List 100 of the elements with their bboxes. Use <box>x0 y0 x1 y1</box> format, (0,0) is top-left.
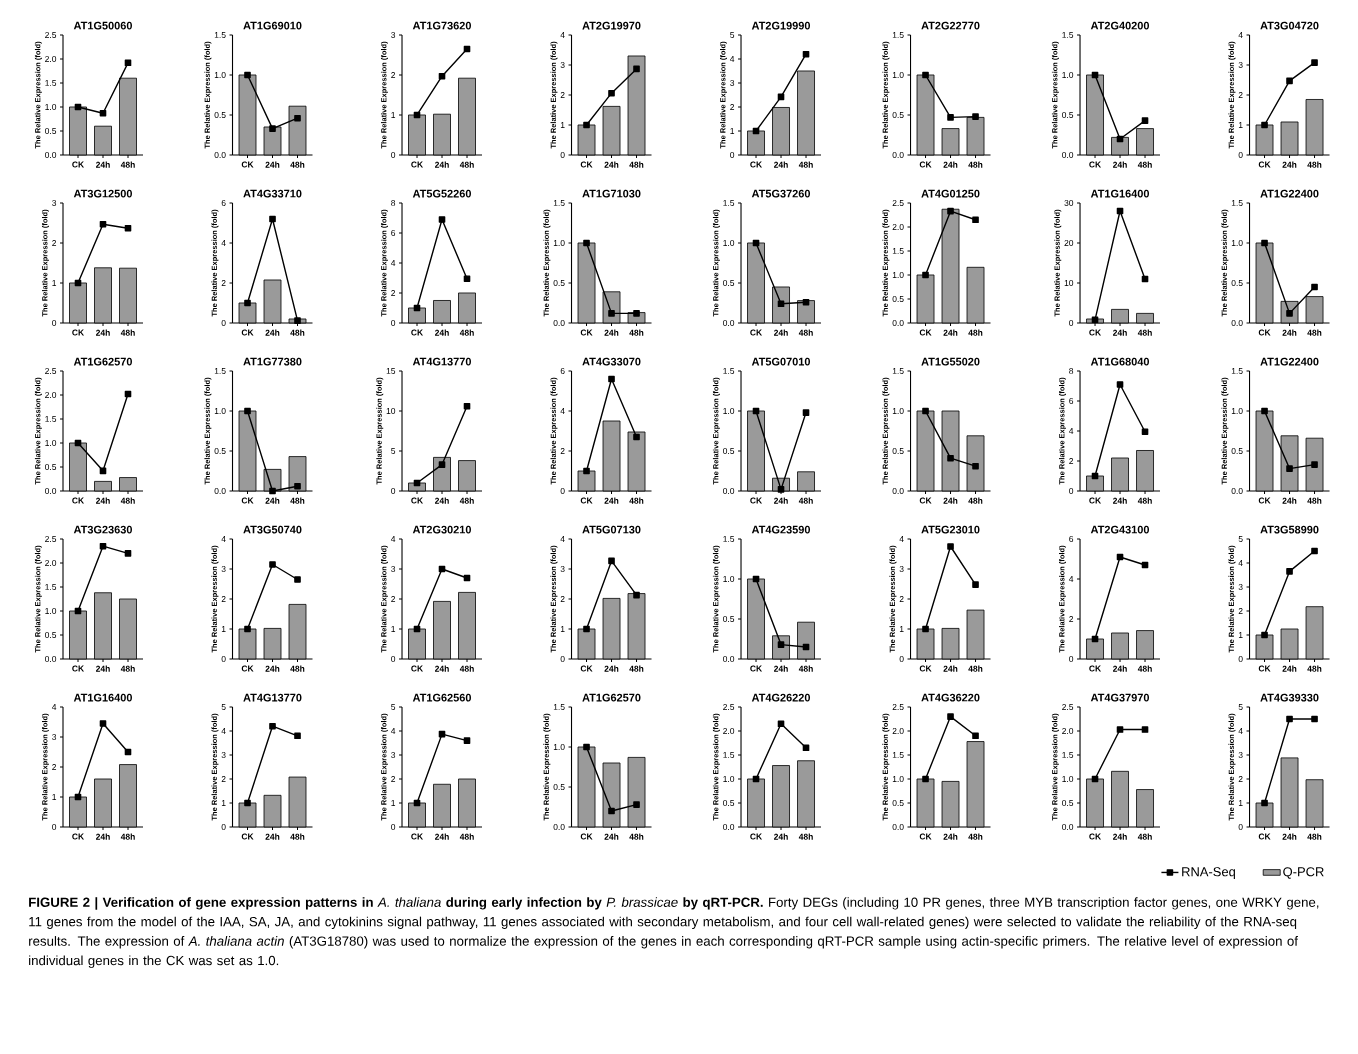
chart-title: AT1G68040 <box>1090 357 1150 366</box>
y-tick-label: 1.0 <box>214 71 226 78</box>
y-tick-label: 4 <box>1238 728 1243 734</box>
point <box>972 113 979 120</box>
y-tick-label: 2 <box>1238 776 1243 782</box>
y-tick-label: 5 <box>391 448 396 454</box>
point <box>1311 283 1318 291</box>
y-tick-label: 0.0 <box>553 319 565 326</box>
x-tick-label: 48h <box>1137 497 1152 504</box>
x-tick-label: 48h <box>120 833 135 840</box>
x-tick-label: CK <box>919 161 932 168</box>
y-tick-label: 10 <box>1064 279 1074 286</box>
x-tick-label: CK <box>241 497 254 504</box>
point <box>1286 77 1293 85</box>
y-tick-label: 1.5 <box>1231 368 1243 374</box>
y-tick-label: 1.0 <box>723 776 735 782</box>
y-tick-label: 0.0 <box>892 488 904 494</box>
y-tick-label: 2.0 <box>45 560 57 566</box>
y-tick-label: 0.5 <box>1231 448 1243 454</box>
y-tick-label: 3 <box>221 752 226 758</box>
y-tick-label: 0.0 <box>45 151 57 158</box>
point <box>294 576 301 583</box>
point <box>583 743 590 751</box>
y-tick-label: 1 <box>1238 800 1243 806</box>
y-tick-label: 0 <box>1238 656 1243 662</box>
y-tick-label: 3 <box>391 566 396 572</box>
point <box>244 799 251 807</box>
x-tick-label: 24h <box>96 497 110 504</box>
y-tick-label: 1.5 <box>723 536 735 542</box>
x-tick-label: CK <box>919 329 932 336</box>
y-tick-label: 2 <box>1069 458 1074 464</box>
y-tick-label: 8 <box>1069 368 1074 374</box>
x-tick-label: 24h <box>435 329 449 336</box>
y-tick-label: 0.5 <box>553 784 565 790</box>
y-tick-label: 1.5 <box>45 584 57 590</box>
x-tick-label: 24h <box>1282 497 1297 504</box>
x-tick-label: 48h <box>1307 161 1322 168</box>
y-tick-label: 0.5 <box>723 800 735 806</box>
x-tick-label: 48h <box>968 665 983 672</box>
y-tick-label: 0.5 <box>892 295 904 302</box>
point <box>1141 428 1149 436</box>
y-tick-label: 2 <box>1238 608 1243 614</box>
y-tick-label: 1.5 <box>723 200 735 206</box>
y-tick-label: 4 <box>51 704 57 710</box>
x-tick-label: CK <box>919 833 932 840</box>
chart-title: AT3G04720 <box>1260 21 1319 30</box>
chart-title: AT1G62560 <box>412 693 471 702</box>
x-tick-label: 24h <box>265 665 280 672</box>
y-tick-label: 0 <box>1069 488 1074 494</box>
point <box>294 114 301 122</box>
x-tick-label: 48h <box>459 833 474 840</box>
y-tick-label: 0.5 <box>723 448 735 454</box>
y-tick-label: 1.5 <box>1231 200 1243 206</box>
y-tick-label: 4 <box>899 536 904 542</box>
x-tick-label: 48h <box>1307 665 1322 672</box>
x-tick-label: CK <box>1258 665 1271 672</box>
y-tick-label: 0.5 <box>1062 111 1074 118</box>
chart-title: AT4G37970 <box>1090 693 1150 702</box>
point <box>947 207 954 215</box>
point <box>1311 461 1318 468</box>
y-tick-label: 0 <box>221 319 226 326</box>
x-tick-label: CK <box>919 497 932 504</box>
y-tick-label: 0.0 <box>892 319 904 326</box>
x-tick-label: 24h <box>604 497 619 504</box>
text: FIGURE 2 | Verification of gene expression patterns in A. thaliana during early infection by P. brassicae by qRT-PCR. Forty DEGs (including 10 PR genes, three MYB transcription factor genes, one WRKY gene, 11 genes from the model of the IAA, SA, JA, and cytokinins signal pathway, 11 genes associated with secondary metabolism, and four cell wall-related genes) were selected to validate the reliability of the RNA-seq results. The expression of A. thaliana actin (AT3G18780) was used to normalize the expression of the genes in each corresponding qRT-PCR sample using actin-specific primers. The relative level of expression of individual genes in the CK was set as 1.0. <box>29 897 1319 968</box>
y-tick-label: 0 <box>560 488 565 494</box>
y-tick-label: 2 <box>221 280 226 286</box>
point <box>99 109 107 117</box>
y-tick-label: 3 <box>1238 752 1243 758</box>
y-tick-label: 0 <box>899 656 904 662</box>
y-tick-label: 4 <box>390 728 396 734</box>
chart-title: AT4G36220 <box>921 693 980 702</box>
chart-title: AT5G07130 <box>582 525 641 534</box>
y-tick-label: 0 <box>391 656 396 662</box>
point <box>972 216 979 224</box>
chart-title: AT3G23630 <box>73 525 132 534</box>
y-tick-label: 1.0 <box>892 271 904 278</box>
y-tick-label: 1.0 <box>723 576 735 582</box>
point <box>777 300 785 308</box>
x-tick-label: 24h <box>774 497 788 504</box>
chart-title: AT1G55020 <box>921 357 980 366</box>
point <box>438 216 446 223</box>
point <box>463 737 471 744</box>
point <box>947 543 954 550</box>
x-tick-label: 48h <box>1137 833 1152 840</box>
x-tick-label: 24h <box>1113 161 1127 168</box>
y-tick-label: 1 <box>52 280 57 286</box>
x-tick-label: 48h <box>1137 329 1152 336</box>
chart-title: AT2G19990 <box>751 21 810 30</box>
legend-label: RNA-Seq <box>1182 867 1235 879</box>
y-tick-label: 0.5 <box>45 464 57 470</box>
y-tick-label: 3 <box>52 199 57 206</box>
chart-title: AT3G12500 <box>73 189 132 198</box>
y-tick-label: 0 <box>221 656 226 662</box>
y-tick-label: 0.0 <box>1231 319 1243 326</box>
x-tick-label: CK <box>241 161 254 168</box>
y-tick-label: 4 <box>1238 32 1243 38</box>
x-tick-label: 48h <box>120 329 135 336</box>
x-tick-label: 24h <box>435 497 449 504</box>
x-tick-label: 48h <box>120 665 135 672</box>
